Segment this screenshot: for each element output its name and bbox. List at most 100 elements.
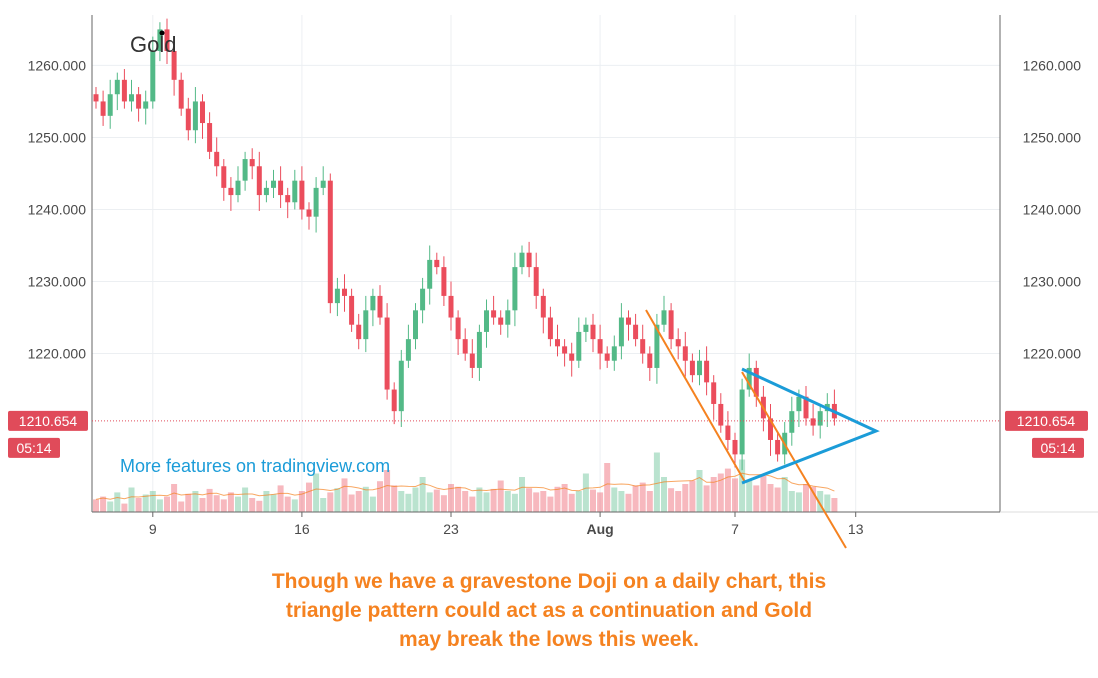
candle-body [228, 187, 234, 196]
x-ticks: 9 16 23 Aug 7 13 [149, 512, 864, 537]
candle-body [654, 324, 660, 368]
volume-bar [526, 488, 533, 512]
candle-body [803, 396, 809, 419]
volume-bar [739, 459, 746, 512]
volume-bar [767, 484, 774, 512]
volume-bar [256, 500, 263, 512]
volume-bar [689, 480, 696, 512]
candle-body [689, 360, 695, 376]
volume-bar [597, 492, 604, 512]
downtrend-line-lower [741, 371, 847, 549]
candle-body [569, 353, 575, 361]
volume-bar [405, 493, 412, 512]
candle-body [207, 123, 213, 152]
volume-bar [348, 494, 355, 512]
candle-body [292, 180, 298, 203]
candle-body [299, 180, 305, 210]
candle-body [682, 346, 688, 361]
volume-bar [604, 463, 611, 512]
candle-body [313, 187, 319, 217]
candle-body [185, 108, 191, 131]
candle-body [455, 317, 461, 340]
candle-body [271, 180, 276, 188]
volume-bar [263, 491, 270, 512]
candle-body [427, 259, 433, 289]
volume-bar [142, 494, 149, 512]
volume-ma-line [95, 472, 835, 500]
volume-bar [270, 494, 277, 512]
volume-bar [313, 473, 320, 512]
candle-body [618, 317, 624, 347]
volume-bar [490, 488, 497, 512]
volume-bar [384, 470, 391, 512]
candle-body [200, 101, 205, 124]
candle-body [420, 288, 426, 311]
candle-body [235, 180, 241, 196]
volume-bar [306, 482, 312, 512]
candle-body [562, 346, 568, 354]
candle-body [384, 317, 390, 390]
volume-bar [192, 491, 199, 512]
candle-body [306, 209, 312, 217]
caption-line-2: triangle pattern could act as a continua… [285, 599, 813, 622]
volume-bar [135, 498, 142, 512]
countdown-text-left: 05:14 [16, 440, 51, 456]
y-tick-label-right: 1240.000 [1023, 201, 1082, 217]
volume-bar [220, 499, 227, 512]
candle-body [796, 396, 802, 412]
candle-body [242, 159, 248, 181]
candle-body [704, 360, 710, 383]
volume-bar [476, 487, 483, 512]
candle-body [249, 159, 255, 167]
x-tick-label: 13 [848, 521, 864, 537]
candle-body [398, 360, 404, 412]
candle-body [285, 195, 291, 203]
candle-body [633, 324, 639, 340]
candle-body [512, 267, 518, 311]
volume-bar [341, 478, 348, 512]
candle-body [107, 94, 113, 116]
volume-bar [369, 496, 376, 512]
caption-line-3: may break the lows this week. [399, 628, 699, 651]
volume-bar [227, 492, 234, 512]
candle-body [661, 310, 667, 325]
candle-body [469, 353, 475, 368]
volume-bar [277, 485, 284, 512]
volume-bar [483, 492, 490, 512]
watermark-text: More features on tradingview.com [120, 456, 390, 476]
volume-bar [661, 477, 667, 512]
volume-bar [497, 480, 504, 512]
last-price-text-left: 1210.654 [19, 413, 78, 429]
candle-body [533, 267, 539, 296]
countdown-label-right: 05:14 [1032, 437, 1084, 458]
volume-bar [760, 475, 767, 512]
candle-body [576, 331, 582, 361]
candle-body [342, 288, 347, 296]
volume-bar [703, 485, 710, 512]
candle-body [526, 252, 532, 268]
volume-bar [462, 491, 469, 512]
volume-bar [419, 477, 426, 512]
candle-body [540, 295, 546, 318]
volume-bar [540, 491, 547, 512]
candle-body [640, 339, 646, 354]
candle-body [129, 94, 134, 102]
candle-body [647, 353, 653, 368]
candle-body [391, 389, 397, 412]
volume-bar [732, 478, 738, 512]
volume-bar [164, 496, 170, 512]
volume-bar [568, 493, 575, 512]
countdown-label-left: 05:14 [8, 437, 60, 458]
candle-body [725, 425, 731, 440]
y-tick-label-right: 1220.000 [1023, 346, 1082, 362]
candle-body [356, 324, 362, 340]
volume-bar [455, 486, 462, 512]
volume-bar [511, 493, 518, 512]
volume-bar [682, 484, 689, 512]
volume-bar [213, 495, 220, 512]
volume-bar [93, 499, 99, 512]
volume-bar [412, 487, 419, 512]
candle-body [711, 382, 717, 404]
volume-bars [93, 452, 838, 512]
volume-bar [817, 491, 824, 512]
